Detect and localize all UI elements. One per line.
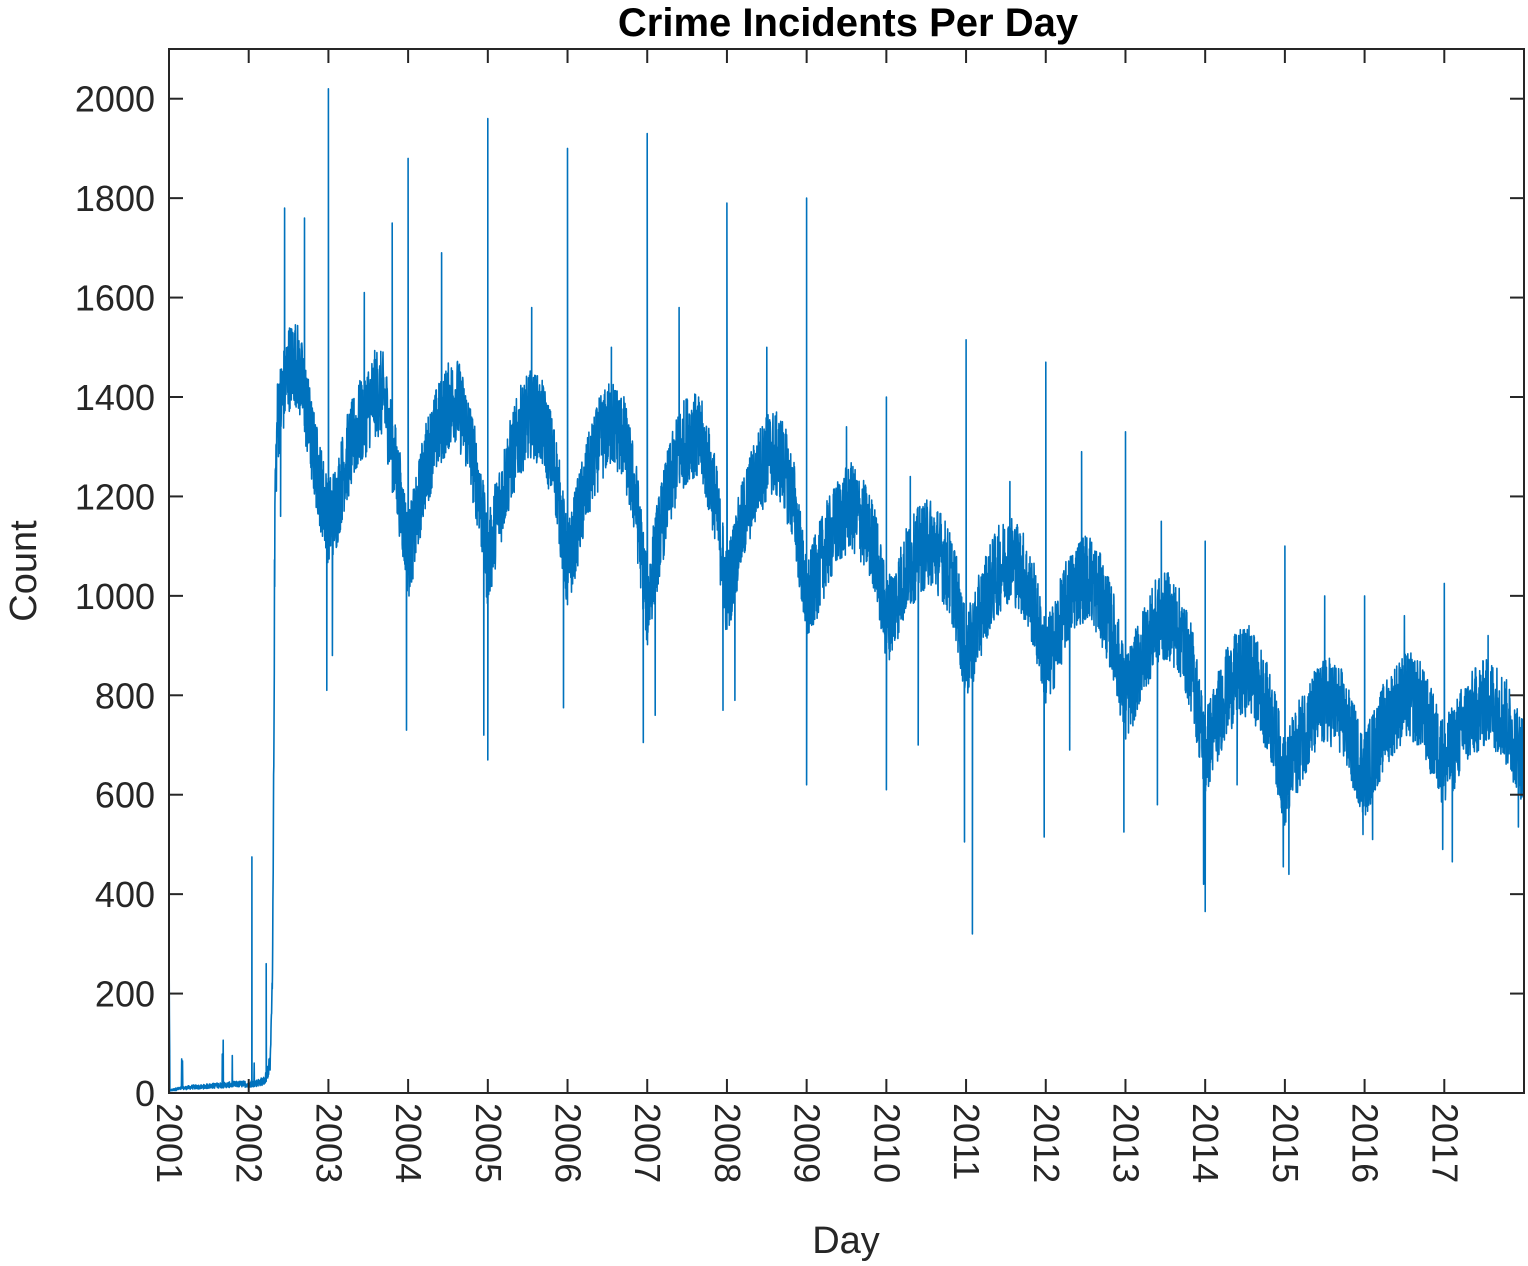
x-tick-label: 2016 [1345,1103,1386,1183]
x-tick-label: 2009 [787,1103,828,1183]
x-tick-label: 2008 [707,1103,748,1183]
series-line-crime-count [168,88,1525,1092]
chart-title: Crime Incidents Per Day [618,1,1079,45]
y-tick-label: 1600 [75,278,155,319]
plot-area [168,48,1525,1094]
y-tick-label: 600 [95,775,155,816]
x-tick-label: 2011 [946,1103,987,1180]
x-tick-label: 2013 [1105,1103,1146,1183]
x-tick-label: 2007 [627,1103,668,1183]
y-tick-label: 1000 [75,576,155,617]
y-axis-ticks: 0 200 400 600 800 1000 1200 1400 1600 1800 2000 [75,79,1524,1114]
x-tick-label: 2003 [308,1103,349,1183]
y-tick-label: 0 [135,1073,155,1114]
x-tick-label: 2005 [468,1103,509,1183]
x-tick-label: 2010 [866,1103,907,1183]
y-tick-label: 800 [95,675,155,716]
y-tick-label: 2000 [75,79,155,120]
y-axis-label: Count [3,520,45,622]
y-tick-label: 1400 [75,377,155,418]
x-axis-ticks: 2001 2002 2003 2004 2005 2006 2007 2008 2009 2010… [149,49,1465,1183]
x-tick-label: 2014 [1185,1103,1226,1183]
y-tick-label: 1200 [75,476,155,517]
x-tick-label: 2004 [388,1103,429,1183]
x-tick-label: 2012 [1026,1103,1067,1183]
x-axis-label: Day [812,1220,880,1262]
y-tick-label: 400 [95,874,155,915]
x-tick-label: 2001 [149,1103,190,1183]
y-tick-label: 1800 [75,178,155,219]
x-tick-label: 2017 [1424,1103,1465,1183]
x-tick-label: 2015 [1265,1103,1306,1183]
x-tick-label: 2006 [548,1103,589,1183]
y-tick-label: 200 [95,974,155,1015]
axes-box [168,48,1525,1094]
x-tick-label: 2002 [229,1103,270,1183]
